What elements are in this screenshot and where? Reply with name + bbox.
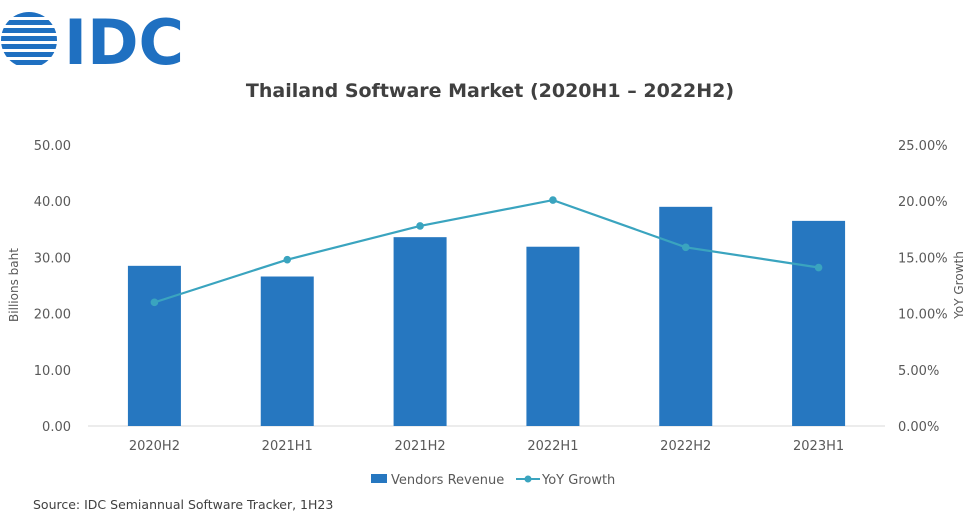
line-series xyxy=(150,196,823,307)
legend-marker-yoy-growth xyxy=(524,475,532,483)
y2-tick-label: 10.00% xyxy=(898,308,948,323)
globe-stripe xyxy=(1,28,57,33)
y2-axis-title: YoY Growth xyxy=(952,251,966,320)
globe-stripe xyxy=(1,20,57,25)
x-tick-label: 2022H2 xyxy=(660,439,711,454)
x-tick-label: 2021H1 xyxy=(262,439,313,454)
source-note: Source: IDC Semiannual Software Tracker,… xyxy=(33,497,333,512)
bar-2023h1 xyxy=(792,220,846,426)
left-axis: 0.00 10.00 20.00 30.00 40.00 50.00 xyxy=(34,139,71,435)
idc-logo: IDC xyxy=(1,6,184,76)
y-tick-label: 20.00 xyxy=(34,308,71,323)
chart-title: Thailand Software Market (2020H1 – 2022H… xyxy=(246,80,734,102)
bar-2021h1 xyxy=(260,276,314,426)
bar-2020h2 xyxy=(127,265,181,426)
bar-2022h1 xyxy=(526,246,580,426)
y2-tick-label: 0.00% xyxy=(898,420,939,435)
y2-tick-label: 5.00% xyxy=(898,364,939,379)
yoy-growth-line xyxy=(154,198,819,304)
legend: Vendors Revenue YoY Growth xyxy=(371,473,615,488)
y-tick-label: 10.00 xyxy=(34,364,71,379)
globe-icon xyxy=(1,12,57,65)
bar-2021h2 xyxy=(393,237,447,426)
logo-text: IDC xyxy=(64,6,184,76)
legend-label-vendors-revenue: Vendors Revenue xyxy=(391,473,504,488)
bar-series xyxy=(127,206,846,426)
yoy-point-2021h2 xyxy=(416,222,424,230)
x-axis: 2020H2 2021H1 2021H2 2022H1 2022H2 2023H1 xyxy=(129,439,844,454)
globe-stripe xyxy=(1,44,57,49)
x-tick-label: 2023H1 xyxy=(793,439,844,454)
y-axis-title: Billions baht xyxy=(7,248,21,322)
legend-swatch-vendors-revenue xyxy=(371,474,387,483)
y-tick-label: 30.00 xyxy=(34,251,71,266)
legend-label-yoy-growth: YoY Growth xyxy=(541,473,615,488)
x-tick-label: 2021H2 xyxy=(395,439,446,454)
globe-stripe xyxy=(1,52,57,57)
x-tick-label: 2020H2 xyxy=(129,439,180,454)
y2-tick-label: 15.00% xyxy=(898,251,948,266)
y-tick-label: 0.00 xyxy=(42,420,71,435)
y-tick-label: 50.00 xyxy=(34,139,71,154)
yoy-point-2022h2 xyxy=(681,243,690,252)
y2-tick-label: 25.00% xyxy=(898,139,948,154)
yoy-point-2020h2 xyxy=(150,298,159,307)
yoy-point-2022h1 xyxy=(549,196,557,204)
yoy-point-2021h1 xyxy=(283,255,292,264)
x-tick-label: 2022H1 xyxy=(527,439,578,454)
globe-stripe xyxy=(1,60,57,65)
right-axis: 0.00% 5.00% 10.00% 15.00% 20.00% 25.00% xyxy=(898,139,948,435)
bar-2022h2 xyxy=(659,206,713,426)
yoy-point-2023h1 xyxy=(814,263,823,272)
y-tick-label: 40.00 xyxy=(34,195,71,210)
globe-stripe xyxy=(1,36,57,41)
y2-tick-label: 20.00% xyxy=(898,195,948,210)
globe-stripe xyxy=(1,12,57,17)
